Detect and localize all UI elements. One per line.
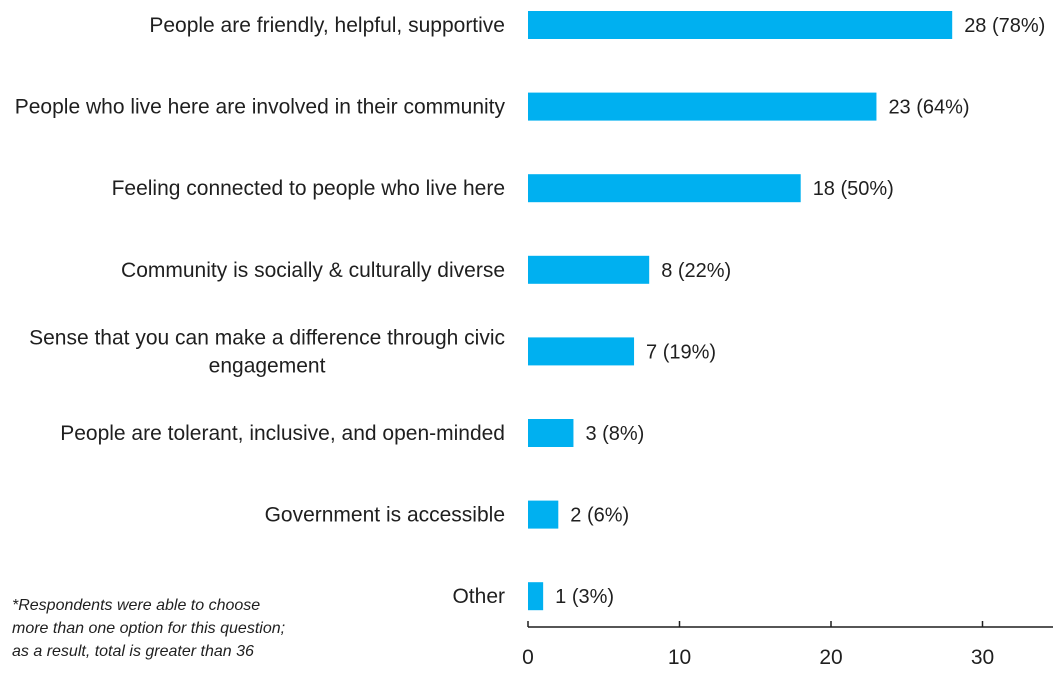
value-label: 28 (78%): [964, 15, 1045, 37]
bar: [528, 500, 559, 529]
value-label: 3 (8%): [585, 423, 644, 445]
value-label: 23 (64%): [888, 97, 969, 119]
value-label: 1 (3%): [555, 586, 614, 608]
category-label: Feeling connected to people who live her…: [112, 177, 505, 200]
bar: [528, 11, 953, 39]
value-label: 2 (6%): [570, 505, 629, 527]
category-label: People are tolerant, inclusive, and open…: [60, 422, 505, 445]
x-tick-label: 30: [971, 646, 994, 669]
footnote: *Respondents were able to choose more th…: [12, 597, 286, 660]
category-label: People are friendly, helpful, supportive: [149, 14, 505, 37]
bar: [528, 419, 574, 447]
value-label: 8 (22%): [661, 260, 731, 282]
bar: [528, 174, 801, 203]
value-label: 7 (19%): [646, 341, 716, 363]
value-labels-group: 28 (78%) 23 (64%) 18 (50%) 8 (22%) 7 (19%) 3 …: [555, 15, 1045, 608]
category-label: Government is accessible: [265, 504, 505, 527]
x-tick-label: 0: [522, 646, 534, 669]
x-tick-label: 10: [668, 646, 691, 669]
category-label: People who live here are involved in the…: [15, 96, 506, 119]
bars-group: [528, 11, 953, 611]
bar: [528, 92, 877, 121]
bar: [528, 337, 635, 366]
category-label: Community is socially & culturally diver…: [121, 259, 505, 282]
bar: [528, 582, 544, 611]
category-labels-group: People are friendly, helpful, supportive…: [15, 14, 506, 608]
x-axis: 0 10 20 30: [522, 621, 1053, 669]
category-label: Other: [452, 585, 505, 608]
category-label: Sense that you can make a difference thr…: [29, 326, 505, 377]
x-tick-label: 20: [819, 646, 842, 669]
value-label: 18 (50%): [813, 178, 894, 200]
bar: [528, 255, 650, 284]
